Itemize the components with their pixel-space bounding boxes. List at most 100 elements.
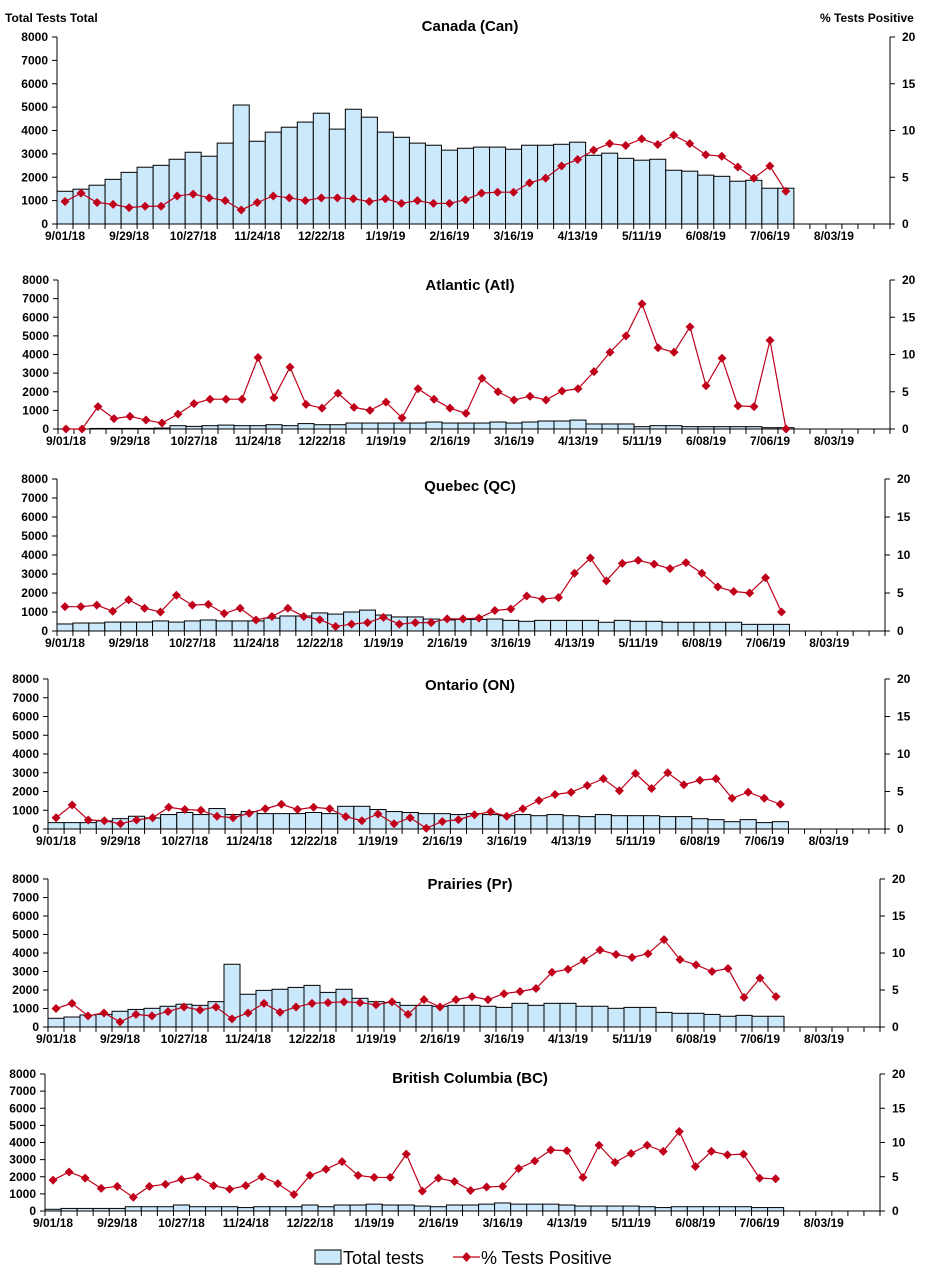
y2-tick-label: 0: [897, 624, 904, 638]
bar: [741, 623, 759, 632]
positive-rate-point: [339, 997, 349, 1007]
positive-rate-point: [373, 809, 383, 819]
positive-rate-point: [775, 799, 785, 809]
positive-rate-point: [665, 564, 675, 574]
bar: [192, 814, 210, 830]
positive-rate-point: [679, 780, 689, 790]
bar: [629, 620, 647, 632]
bar: [751, 1207, 769, 1212]
positive-rate-point: [589, 145, 599, 155]
y-tick-label: 3000: [9, 1153, 36, 1167]
bar: [441, 422, 459, 430]
bar: [47, 822, 65, 830]
positive-rate-point: [547, 967, 557, 977]
x-tick-label: 11/24/18: [234, 229, 280, 243]
positive-rate-point: [707, 967, 717, 976]
bar: [231, 620, 249, 632]
bar: [279, 615, 297, 632]
positive-rate-point: [410, 618, 420, 628]
bar: [381, 1204, 399, 1212]
bar: [697, 174, 715, 225]
positive-rate-point: [695, 775, 705, 785]
positive-rate-point: [582, 781, 592, 790]
positive-rate-point: [631, 769, 641, 778]
positive-rate-point: [681, 558, 691, 568]
bar: [553, 420, 571, 430]
bar: [569, 141, 587, 225]
positive-rate-point: [531, 984, 541, 994]
positive-rate-point: [164, 802, 174, 812]
positive-rate-point: [251, 615, 261, 625]
x-tick-label: 7/06/19: [750, 434, 790, 448]
positive-rate-line: [55, 771, 781, 829]
x-tick-label: 1/19/19: [365, 229, 405, 243]
positive-rate-point: [442, 614, 452, 624]
bar: [47, 1017, 65, 1028]
y-tick-label: 2000: [12, 983, 39, 997]
bar: [489, 421, 507, 430]
positive-rate-point: [637, 134, 647, 144]
positive-rate-point: [203, 599, 213, 609]
bar: [610, 815, 628, 830]
bar: [562, 815, 580, 830]
y-tick-label: 2000: [22, 385, 49, 399]
bar: [534, 619, 552, 632]
x-tick-label: 1/19/19: [363, 636, 403, 650]
positive-rate-point: [171, 590, 181, 600]
bar: [654, 1207, 672, 1212]
x-tick-label: 9/01/18: [45, 636, 85, 650]
positive-rate-point: [369, 1172, 379, 1182]
positive-rate-point: [412, 196, 422, 206]
bar: [649, 425, 667, 430]
positive-rate-point: [429, 394, 439, 404]
positive-rate-point: [717, 151, 727, 161]
positive-rate-point: [490, 605, 500, 615]
positive-rate-point: [378, 612, 388, 622]
positive-rate-point: [252, 197, 262, 207]
positive-rate-point: [428, 198, 438, 208]
positive-rate-point: [109, 414, 119, 424]
bar: [172, 1204, 191, 1212]
positive-rate-point: [125, 411, 135, 421]
x-tick-label: 3/16/19: [494, 434, 534, 448]
bar: [457, 422, 475, 430]
bar: [479, 1005, 497, 1028]
bar: [703, 1013, 721, 1028]
positive-rate-point: [147, 1011, 157, 1021]
positive-rate-point: [499, 989, 509, 999]
positive-rate-point: [755, 973, 765, 983]
positive-rate-point: [605, 139, 615, 149]
positive-rate-point: [212, 811, 222, 821]
positive-rate-point: [128, 1192, 138, 1202]
positive-rate-point: [722, 1150, 732, 1160]
positive-rate-point: [610, 1157, 620, 1167]
positive-rate-point: [257, 1172, 267, 1182]
panel-3: Ontario (ON) 0 1000 2000 3000 4000 5000 6000 700…: [12, 672, 910, 848]
bar: [575, 1005, 593, 1028]
x-tick-label: 1/19/19: [354, 1216, 394, 1230]
positive-rate-point: [176, 1174, 186, 1184]
bar: [249, 425, 267, 430]
x-tick-label: 2/16/19: [427, 636, 467, 650]
bar: [709, 621, 727, 632]
y2-tick-label: 20: [892, 1067, 906, 1081]
x-tick-label: 9/29/18: [100, 834, 140, 848]
y-tick-label: 3000: [12, 766, 39, 780]
bar: [559, 1002, 577, 1028]
bar: [169, 425, 187, 430]
y-tick-label: 7000: [22, 292, 49, 306]
positive-rate-point: [493, 387, 503, 397]
bar: [56, 190, 74, 225]
positive-rate-point: [299, 612, 309, 622]
bar: [447, 1004, 465, 1028]
bar: [344, 108, 362, 225]
bar: [505, 148, 523, 225]
bar: [617, 423, 635, 430]
positive-rate-point: [389, 819, 399, 829]
positive-rate-point: [363, 618, 372, 628]
x-tick-label: 10/27/18: [170, 229, 217, 243]
x-tick-label: 3/16/19: [494, 229, 534, 243]
y-tick-label: 8000: [21, 472, 48, 486]
positive-rate-point: [273, 1179, 283, 1189]
positive-rate-point: [357, 816, 367, 826]
